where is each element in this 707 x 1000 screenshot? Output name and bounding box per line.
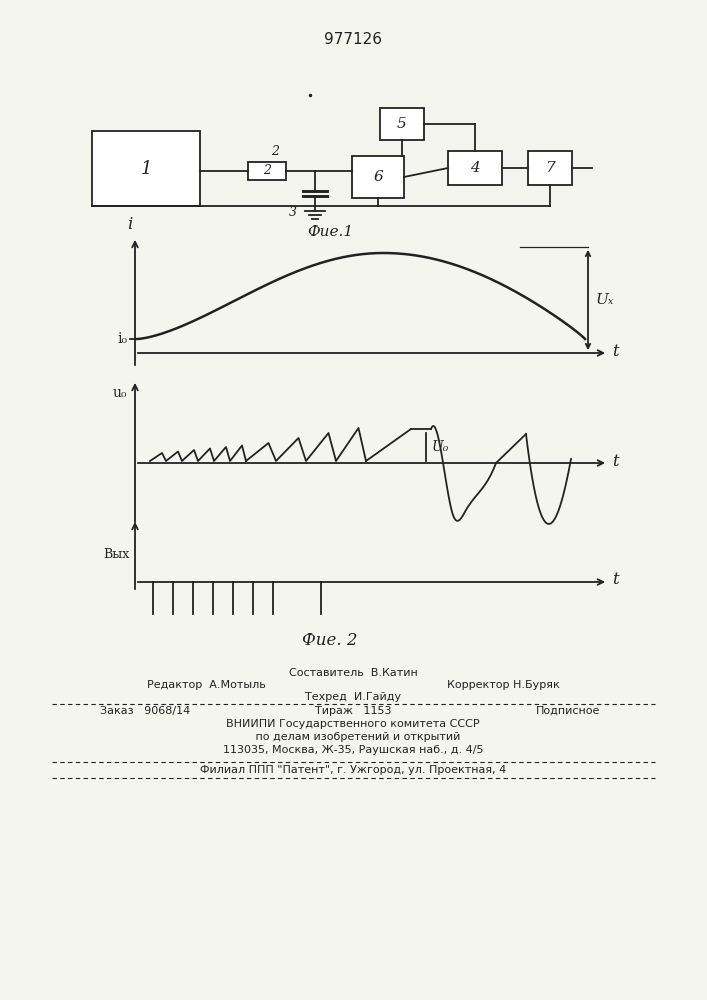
Text: 1: 1 <box>140 159 152 178</box>
Bar <box>528 151 572 185</box>
Bar <box>448 151 502 185</box>
Text: 3: 3 <box>289 207 297 220</box>
Text: Филиал ППП "Патент", г. Ужгород, ул. Проектная, 4: Филиал ППП "Патент", г. Ужгород, ул. Про… <box>200 765 506 775</box>
Text: U₀: U₀ <box>432 440 450 454</box>
Bar <box>92 131 200 206</box>
Text: 4: 4 <box>470 161 480 175</box>
Text: 6: 6 <box>373 170 383 184</box>
Text: t: t <box>612 572 619 588</box>
Text: Составитель  В.Катин: Составитель В.Катин <box>288 668 417 678</box>
Text: ВНИИПИ Государственного комитета СССР: ВНИИПИ Государственного комитета СССР <box>226 719 480 729</box>
Text: Bых: Bых <box>104 548 130 560</box>
Bar <box>248 162 286 180</box>
Text: Тираж   1153: Тираж 1153 <box>315 706 391 716</box>
Text: 977126: 977126 <box>324 32 382 47</box>
Text: 5: 5 <box>397 117 407 131</box>
Text: Подписное: Подписное <box>536 706 600 716</box>
Text: Редактор  А.Мотыль: Редактор А.Мотыль <box>147 680 266 690</box>
Text: 113035, Москва, Ж-35, Раушская наб., д. 4/5: 113035, Москва, Ж-35, Раушская наб., д. … <box>223 745 484 755</box>
Text: t: t <box>612 342 619 360</box>
Text: Фue. 2: Фue. 2 <box>303 632 358 649</box>
Text: по делам изобретений и открытий: по делам изобретений и открытий <box>245 732 461 742</box>
Text: Uₓ: Uₓ <box>596 293 614 307</box>
Text: u₀: u₀ <box>112 386 127 400</box>
Bar <box>380 108 424 140</box>
Bar <box>352 156 404 198</box>
Text: i₀: i₀ <box>117 332 127 346</box>
Text: Техред  И.Гайду: Техред И.Гайду <box>305 692 401 702</box>
Text: 2: 2 <box>271 145 279 158</box>
Text: Корректор Н.Буряк: Корректор Н.Буряк <box>448 680 560 690</box>
Text: t: t <box>612 452 619 470</box>
Text: i: i <box>127 216 133 233</box>
Text: Фue.1: Фue.1 <box>307 225 353 239</box>
Text: 2: 2 <box>263 164 271 178</box>
Text: 7: 7 <box>545 161 555 175</box>
Text: Заказ   9068/14: Заказ 9068/14 <box>100 706 190 716</box>
